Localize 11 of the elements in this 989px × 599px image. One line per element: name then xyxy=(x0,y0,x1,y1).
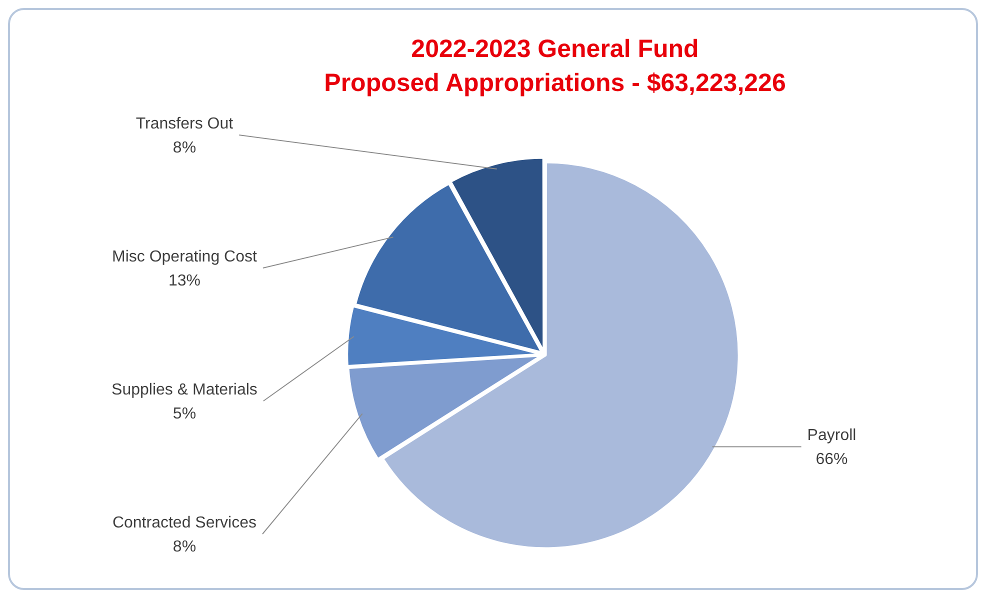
slice-label: Payroll xyxy=(807,427,856,444)
data-label: 8% xyxy=(172,139,196,156)
data-label: 8% xyxy=(172,538,196,556)
slice-label: Supplies & Materials xyxy=(112,381,258,398)
chart-title: 2022-2023 General Fund Proposed Appropriations - $63,223,226 xyxy=(323,34,787,99)
slice-label: Misc Operating Cost xyxy=(112,248,258,266)
data-label: 13% xyxy=(168,272,200,290)
slice-label: Contracted Services xyxy=(112,514,257,532)
data-label: 5% xyxy=(172,405,196,422)
data-label: 66% xyxy=(816,451,848,468)
slice-label: Transfers Out xyxy=(136,115,234,132)
